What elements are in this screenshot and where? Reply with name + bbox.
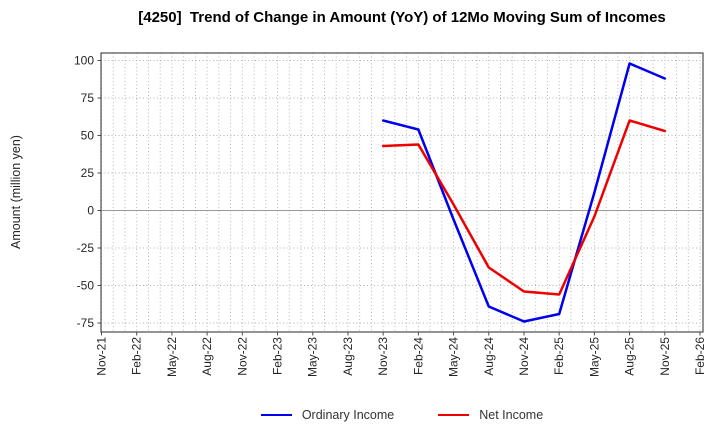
x-tick-label: Nov-21 xyxy=(95,337,109,376)
x-tick-label: Feb-24 xyxy=(411,337,425,375)
series-line-net-income xyxy=(381,119,667,296)
x-tick-label: Feb-22 xyxy=(130,337,144,375)
plot-border xyxy=(100,52,704,333)
x-tick-label: Aug-25 xyxy=(623,337,637,376)
y-tick-label: 50 xyxy=(81,129,95,143)
x-tick-label: Nov-25 xyxy=(658,337,672,376)
y-tick-label: 25 xyxy=(81,166,95,180)
legend-item-net-income: Net Income xyxy=(438,408,543,422)
plot-background xyxy=(101,53,703,332)
y-tick-label: 75 xyxy=(81,91,95,105)
y-axis-label: Amount (million yen) xyxy=(9,135,23,249)
y-tick-label: -75 xyxy=(77,316,95,330)
legend-swatch-ordinary-income xyxy=(260,413,292,417)
legend: Ordinary Income Net Income xyxy=(101,403,703,427)
x-tick-label: Aug-22 xyxy=(200,337,214,376)
x-tick-label: Feb-25 xyxy=(552,337,566,375)
series-line-ordinary-income xyxy=(381,62,667,323)
y-tick-label: 100 xyxy=(74,54,94,68)
legend-label-ordinary-income: Ordinary Income xyxy=(301,408,395,422)
x-tick-label: May-22 xyxy=(165,337,179,377)
x-tick-label: Nov-23 xyxy=(376,337,390,376)
x-tick-label: May-25 xyxy=(587,337,601,377)
x-tick-label: May-24 xyxy=(447,337,461,377)
x-tick-label: May-23 xyxy=(306,337,320,377)
y-tick-label: -25 xyxy=(77,241,95,255)
x-tick-label: Feb-23 xyxy=(271,337,285,375)
x-tick-label: Feb-26 xyxy=(693,337,707,375)
chart-title: [4250] Trend of Change in Amount (YoY) o… xyxy=(138,9,666,26)
x-tick-label: Aug-24 xyxy=(482,337,496,376)
legend-swatch-net-income xyxy=(438,413,470,417)
y-tick-label: 0 xyxy=(87,204,94,218)
legend-item-ordinary-income: Ordinary Income xyxy=(260,408,395,422)
x-tick-label: Nov-24 xyxy=(517,337,531,376)
y-tick-label: -50 xyxy=(77,279,95,293)
legend-label-net-income: Net Income xyxy=(479,408,544,422)
x-tick-label: Nov-22 xyxy=(235,337,249,376)
x-tick-label: Aug-23 xyxy=(341,337,355,376)
